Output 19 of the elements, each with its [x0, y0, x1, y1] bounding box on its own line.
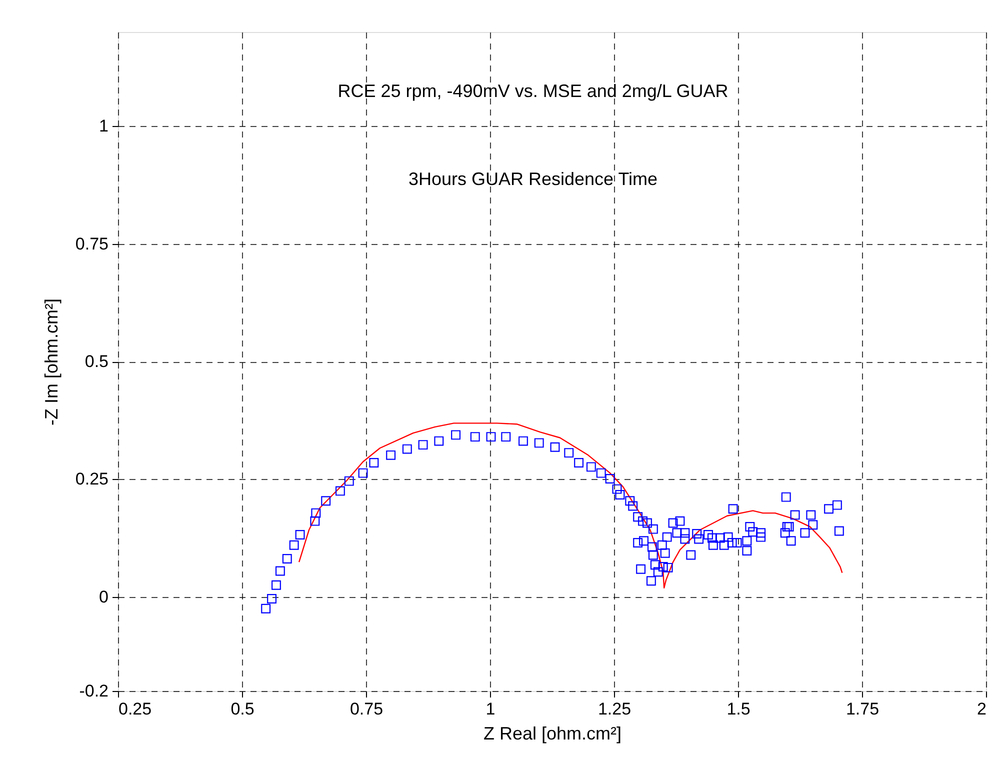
x-tick-label: 0.25: [118, 700, 152, 718]
annotation: 3Hours GUAR Residence Time: [408, 169, 658, 189]
x-tick-label: 0.5: [230, 700, 254, 718]
x-tick-label: 0.75: [350, 700, 384, 718]
y-tick-label: 0.75: [75, 234, 108, 254]
y-tick-label: 0.5: [84, 352, 108, 371]
annotation: RCE 25 rpm, -490mV vs. MSE and 2mg/L GUAR: [338, 81, 728, 101]
x-tick-label: 1.5: [726, 700, 750, 718]
x-tick-label: 1: [486, 700, 496, 718]
y-axis-title: -Z Im [ohm.cm²]: [41, 298, 62, 426]
y-tick-label: -0.2: [79, 682, 108, 700]
y-tick-label: 0.25: [75, 470, 108, 489]
line-series: [298, 422, 843, 589]
y-tick-label: 0: [99, 587, 108, 606]
x-tick-label: 1.25: [598, 700, 632, 718]
y-tick-label: 1: [99, 116, 108, 136]
x-tick-label: 1.75: [846, 700, 880, 718]
x-axis-title: Z Real [ohm.cm²]: [483, 724, 622, 744]
x-tick-label: 2: [977, 700, 986, 718]
